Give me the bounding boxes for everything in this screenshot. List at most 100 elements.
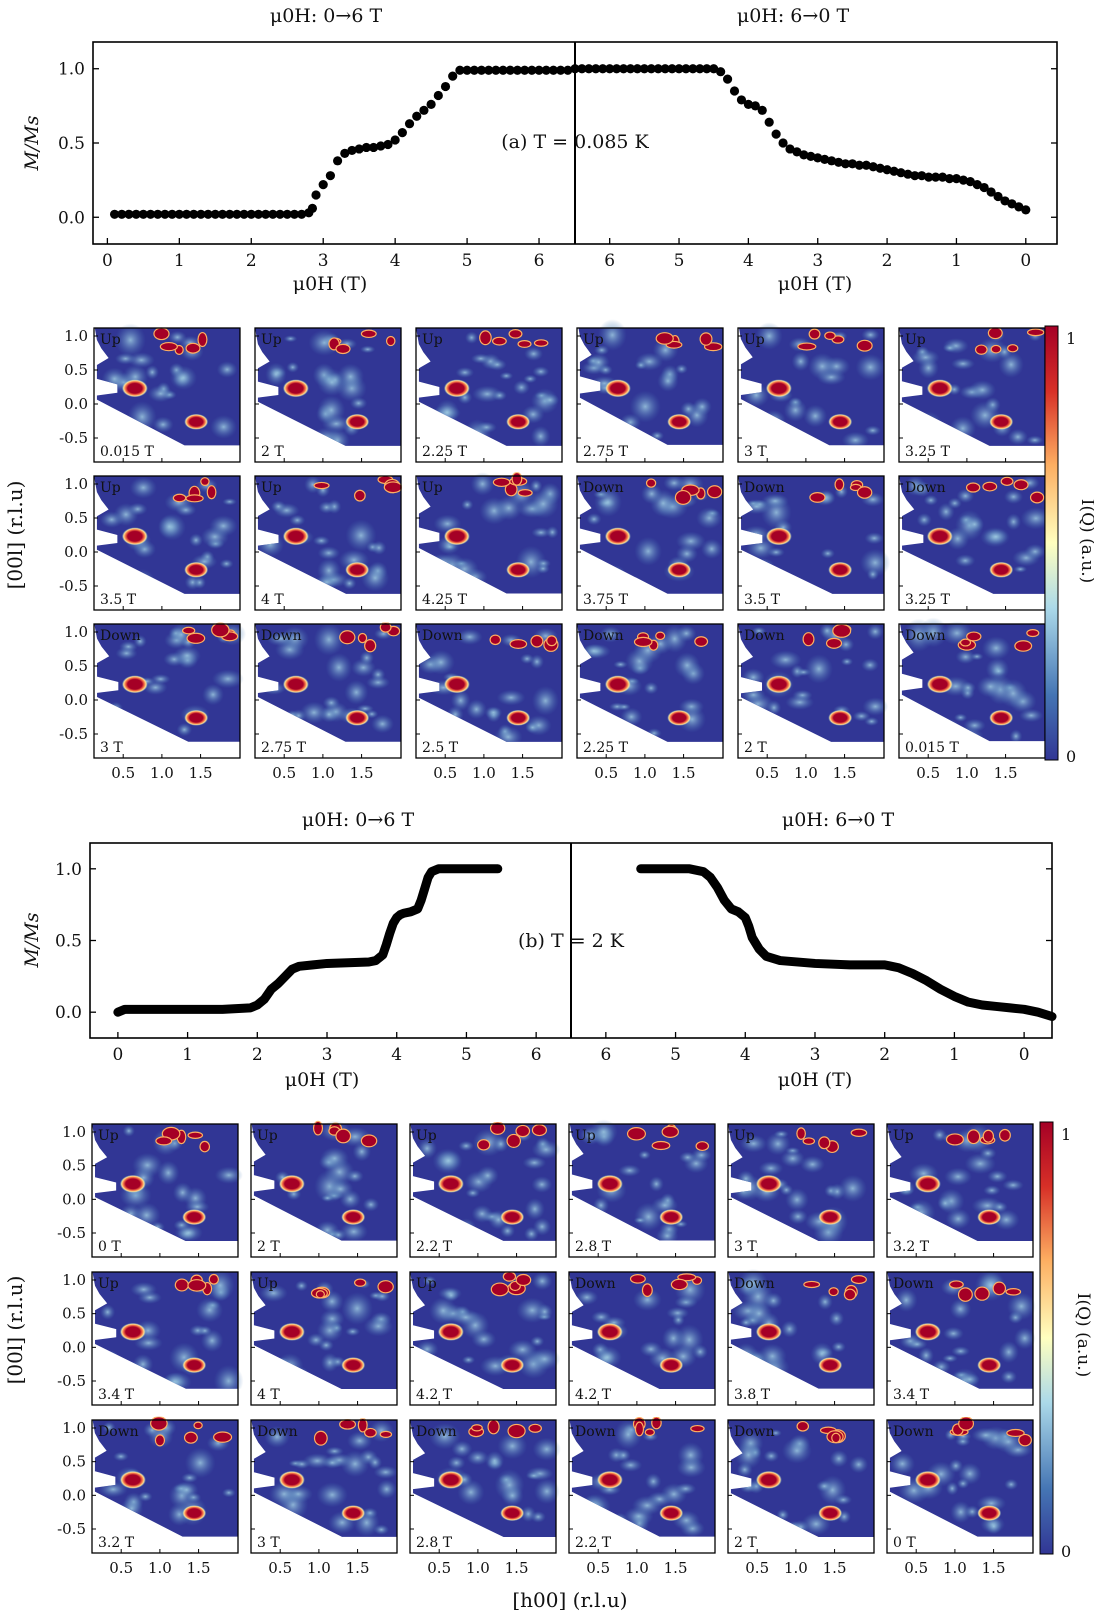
panel-b-map-r1c6-direction: Up	[893, 1128, 914, 1144]
panel-a-point-up	[131, 209, 141, 219]
panel-a-map-r2c1-ytick-label: -0.5	[59, 577, 88, 595]
panel-a-map-r1c1: Up 0.015 T 1.0 0.5 0.0 -0.5	[59, 323, 241, 463]
panel-a-point-up	[307, 203, 318, 213]
panel-a-point-down	[813, 153, 823, 163]
panel-a-map-r3c5: Down 2 T 0.5 1.0 1.5	[737, 623, 889, 782]
panel-a-point-up	[484, 65, 494, 75]
panel-a-point-up	[174, 209, 184, 219]
panel-a-maps-ylabel: [00l] (r.l.u)	[3, 481, 27, 590]
panel-a-point-down	[757, 105, 767, 115]
panel-a-map-r2c1-ytick-label: 0.0	[64, 543, 88, 561]
panel-b-title-left: μ0H: 0→6 T	[302, 809, 415, 831]
panel-a-map-r3c6-field: 0.015 T	[905, 740, 960, 756]
panel-b-map-r2c2-direction: Up	[257, 1276, 278, 1292]
panel-b-xtick-label-left: 0	[112, 1045, 123, 1065]
panel-a-point-down	[632, 64, 643, 74]
panel-a-map-r1c3-direction: Up	[422, 332, 443, 348]
panel-b-xtick-label-left: 1	[182, 1045, 193, 1065]
panel-a-point-down	[993, 191, 1003, 202]
panel-a-map-r2c5: Down 3.5 T	[737, 475, 891, 611]
panel-a-point-down	[910, 171, 920, 181]
panel-a-map-r1c6-direction: Up	[905, 332, 926, 348]
panel-b-map-r2c1-ytick-label: -0.5	[57, 1372, 86, 1390]
panel-a-point-down	[917, 171, 927, 181]
panel-b-map-r1c1-ytick-label: 1.0	[62, 1123, 86, 1141]
panel-a-point-up	[153, 209, 163, 219]
panel-b-ytick-label: 0.0	[55, 1003, 82, 1023]
panel-a-point-up	[311, 190, 321, 200]
panel-a-xtick-label-left: 5	[462, 251, 473, 271]
panel-a-point-up	[268, 209, 278, 219]
panel-a-map-r3c3-field: 2.5 T	[422, 740, 459, 756]
panel-a-map-r3c4-xtick-label: 1.5	[672, 764, 696, 782]
panel-a-map-r3c3-xtick-label: 1.5	[511, 764, 535, 782]
panel-b-map-r1c1-field: 0 T	[98, 1239, 121, 1255]
panel-a-point-down	[1021, 205, 1031, 215]
panel-b-map-r2c5: Down 3.8 T	[727, 1268, 875, 1406]
colorbar-a-label: I(Q) (a.u.)	[1077, 499, 1094, 583]
panel-a-point-up	[189, 209, 199, 219]
panel-a-point-up	[181, 209, 192, 219]
panel-b-map-r2c4-direction: Down	[575, 1276, 616, 1292]
panel-a-point-up	[361, 142, 371, 153]
panel-b-xtick-label-left: 3	[322, 1045, 333, 1065]
panel-b-map-r2c1-ytick-label: 0.0	[62, 1338, 86, 1356]
panel-a-xtick-label-right: 2	[882, 251, 893, 271]
panel-a-map-r1c3-field: 2.25 T	[422, 444, 468, 460]
panel-a-map-r2c3-direction: Up	[422, 480, 443, 496]
panel-b-map-r3c3-xtick-label: 0.5	[427, 1559, 451, 1577]
panel-a-map-r3c1-ytick-label: -0.5	[59, 725, 88, 743]
panel-a-map-r1c6: Up 3.25 T	[898, 327, 1046, 463]
panel-a-point-down	[847, 159, 858, 169]
panel-a-point-down	[771, 129, 781, 139]
panel-a-point-up	[563, 65, 573, 75]
panel-a-axes: 0.0 0.5 1.0 0 1 2 3 4 5 6 6 5 4 3 2 1 0	[58, 60, 1057, 271]
panel-a-map-r3c5-xtick-label: 0.5	[755, 764, 779, 782]
panel-b-map-r3c6-xtick-label: 0.5	[904, 1559, 928, 1577]
panel-a-point-up	[282, 209, 292, 219]
panel-b-xtick-label-left: 6	[531, 1045, 542, 1065]
panel-a-xtick-label-right: 3	[812, 251, 823, 271]
panel-b-map-r3c1-direction: Down	[98, 1424, 139, 1440]
colorbar-b-min: 0	[1061, 1542, 1071, 1561]
panel-a-map-r3c5-xtick-label: 1.5	[833, 764, 857, 782]
panel-a-map-r3c3-direction: Down	[422, 628, 463, 644]
panel-b-xtick-label-right: 1	[949, 1045, 960, 1065]
panel-a-map-r1c1-field: 0.015 T	[100, 444, 155, 460]
panel-a-point-down	[827, 156, 837, 166]
panel-a-point-down	[618, 64, 629, 74]
panel-a-map-r3c1-xtick-label: 1.0	[150, 764, 174, 782]
panel-a-map-r1c1-ytick-label: 1.0	[64, 327, 88, 345]
panel-a-map-r3c4: Down 2.25 T 0.5 1.0 1.5	[576, 623, 724, 782]
panel-b-xtick-label-left: 4	[391, 1045, 402, 1065]
panel-a-map-r1c1-ytick-label: -0.5	[59, 429, 88, 447]
panel-a-map-r1c5-direction: Up	[744, 332, 765, 348]
panel-a-point-up	[383, 139, 393, 150]
panel-a-map-r2c2: Up 4 T	[254, 475, 402, 611]
panel-b-map-r2c2-field: 4 T	[257, 1387, 280, 1403]
panel-a-point-up	[368, 142, 379, 153]
panel-a-point-up	[217, 209, 228, 219]
panel-a-point-down	[882, 165, 892, 175]
panel-b-map-r1c4: Up 2.8 T	[568, 1119, 716, 1258]
panel-b-map-r2c1: Up 3.4 T 1.0 0.5 0.0 -0.5	[57, 1269, 244, 1406]
panel-a-map-r1c1-ytick-label: 0.0	[64, 395, 88, 413]
panel-b-map-r3c2-direction: Down	[257, 1424, 298, 1440]
panel-a-map-r2c4-field: 3.75 T	[583, 592, 629, 608]
panel-b-xtick-label-right: 5	[670, 1045, 681, 1065]
panel-a-point-down	[584, 64, 594, 74]
panel-a-map-r3c1-ytick-label: 0.5	[64, 657, 88, 675]
panel-a-point-up	[160, 209, 170, 219]
panel-b-xtick-label-left: 5	[461, 1045, 472, 1065]
panel-a-point-up	[419, 105, 429, 115]
panel-a-map-r1c5-field: 3 T	[744, 444, 767, 460]
panel-b-map-r3c4-xtick-label: 0.5	[586, 1559, 610, 1577]
panel-b-map-r3c3-field: 2.8 T	[416, 1535, 453, 1551]
panel-a-xtick-label-left: 3	[318, 251, 329, 271]
panel-a-point-down	[598, 64, 608, 74]
panel-b-map-r1c4-field: 2.8 T	[575, 1239, 612, 1255]
panel-a-xtick-label-left: 6	[534, 251, 545, 271]
panel-a-xtick-label-right: 1	[951, 251, 962, 271]
panel-a-map-r2c1: Up 3.5 T 1.0 0.5 0.0 -0.5	[59, 475, 241, 611]
panel-a-point-down	[806, 151, 816, 161]
